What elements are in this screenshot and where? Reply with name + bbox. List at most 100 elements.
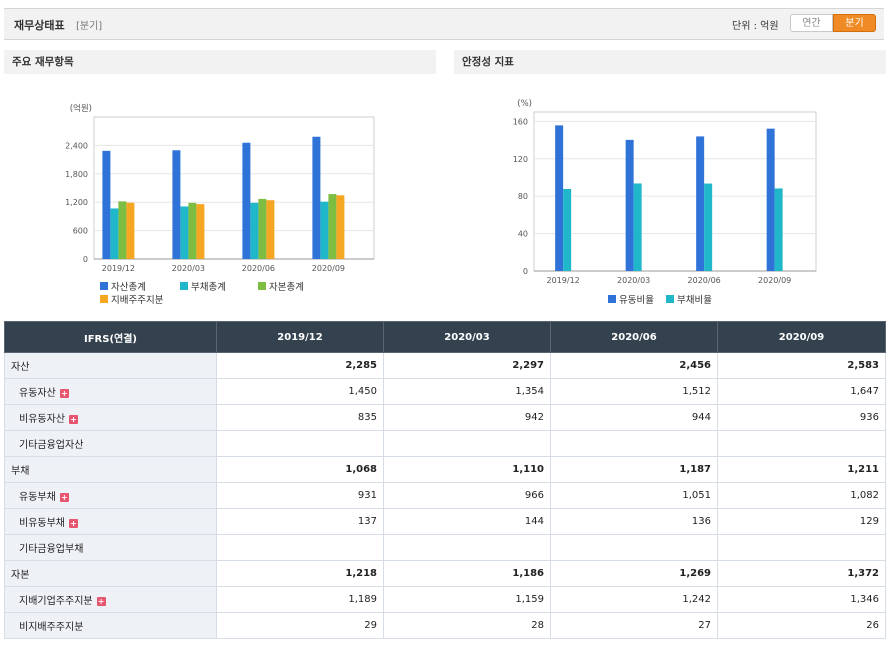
legend-label: 부채비율 — [677, 295, 712, 306]
value-cell — [717, 430, 886, 457]
row-label-cell: 부채 — [4, 456, 217, 483]
bar — [633, 183, 642, 271]
value-cell: 1,269 — [550, 560, 718, 587]
main-items-chart: 0 600 1,200 1,800 2,400 (억원) 2019/12 2020/03 202… — [65, 103, 375, 306]
value-cell: 1,159 — [383, 586, 551, 613]
y-tick-label: 0 — [523, 267, 528, 276]
table-row: 기타금융업부채 — [4, 534, 886, 561]
x-tick-label: 2019/12 — [547, 276, 580, 285]
table-row: 유동자산 +1,450 1,354 1,512 1,647 — [4, 378, 886, 405]
row-label: 자산 — [11, 362, 30, 373]
value-cell: 1,082 — [717, 482, 886, 509]
value-cell — [216, 534, 384, 561]
bar — [766, 128, 775, 271]
expand-plus-icon[interactable]: + — [69, 414, 78, 424]
expand-plus-icon[interactable]: + — [96, 596, 106, 606]
value-cell: 1,218 — [216, 560, 384, 587]
value-cell: 1,211 — [717, 456, 886, 483]
legend-swatch — [180, 282, 188, 290]
row-label: 부채 — [11, 466, 30, 477]
bar — [704, 183, 713, 271]
value-cell: 137 — [216, 508, 384, 535]
y-tick-label: 160 — [513, 117, 528, 126]
value-cell — [383, 534, 551, 561]
table-row: 자산 2,285 2,297 2,456 2,583 — [4, 352, 886, 379]
panel-title-stability: 안정성 지표 — [454, 50, 886, 74]
bar — [320, 201, 329, 259]
bar — [563, 188, 572, 271]
y-axis-unit: (%) — [517, 99, 532, 109]
x-tick-label: 2019/12 — [102, 264, 135, 273]
toggle-annual-button[interactable]: 연간 — [790, 14, 833, 32]
bar — [266, 200, 275, 259]
value-cell: 1,346 — [717, 586, 886, 613]
bar — [126, 202, 135, 259]
y-tick-label: 80 — [518, 192, 528, 201]
table-header-row: IFRS(연결) 2019/12 2020/03 2020/06 2020/09 — [4, 321, 886, 353]
x-tick-label: 2020/03 — [617, 276, 650, 285]
value-cell: 1,354 — [383, 378, 551, 405]
table-row: 부채 1,068 1,110 1,187 1,211 — [4, 456, 886, 483]
value-cell: 1,242 — [550, 586, 718, 613]
value-cell: 835 — [216, 404, 384, 431]
value-cell: 1,187 — [550, 456, 718, 483]
bar — [312, 136, 321, 259]
toggle-quarterly-button[interactable]: 분기 — [833, 14, 876, 32]
y-tick-label: 0 — [83, 255, 88, 264]
y-tick-label: 120 — [513, 155, 528, 164]
legend-swatch — [100, 295, 108, 303]
expand-plus-icon[interactable]: + — [59, 388, 69, 398]
y-tick-label: 1,200 — [65, 198, 88, 207]
legend-label: 부채총계 — [191, 281, 226, 293]
value-cell: 136 — [550, 508, 718, 535]
bar — [625, 139, 634, 271]
row-label-cell: 자본 — [4, 560, 217, 587]
bar — [242, 142, 251, 259]
value-cell: 1,110 — [383, 456, 551, 483]
value-cell — [717, 534, 886, 561]
table-corner-header: IFRS(연결) — [4, 321, 217, 353]
value-cell: 2,285 — [216, 352, 384, 379]
legend-label: 유동비율 — [619, 295, 654, 306]
legend-swatch — [608, 295, 616, 303]
x-tick-label: 2020/06 — [688, 276, 721, 285]
y-tick-label: 40 — [518, 230, 528, 239]
value-cell: 28 — [383, 612, 551, 639]
value-cell: 2,583 — [717, 352, 886, 379]
y-tick-label: 1,800 — [65, 170, 88, 179]
table-row: 자본 1,218 1,186 1,269 1,372 — [4, 560, 886, 587]
value-cell: 944 — [550, 404, 718, 431]
legend-swatch — [258, 282, 266, 290]
bar — [110, 208, 119, 259]
value-cell — [550, 534, 718, 561]
row-label: 기타금융업부채 — [19, 544, 84, 555]
column-header: 2020/09 — [717, 321, 886, 353]
y-tick-label: 2,400 — [65, 141, 88, 150]
legend-label: 자산총계 — [111, 281, 146, 293]
bar — [555, 125, 564, 271]
bar — [196, 204, 205, 259]
value-cell: 942 — [383, 404, 551, 431]
section-header: 재무상태표 [분기] 단위 : 억원 연간 분기 — [4, 8, 884, 40]
value-cell: 936 — [717, 404, 886, 431]
balance-sheet-table: IFRS(연결) 2019/12 2020/03 2020/06 2020/09… — [4, 321, 886, 639]
value-cell: 29 — [216, 612, 384, 639]
value-cell: 1,512 — [550, 378, 718, 405]
unit-label: 단위 : 억원 — [732, 21, 779, 32]
legend-label: 지배주주지분 — [111, 295, 164, 306]
value-cell: 1,372 — [717, 560, 886, 587]
bar — [696, 136, 705, 271]
row-label: 기타금융업자산 — [19, 440, 84, 451]
bar — [250, 202, 259, 259]
legend-label: 자본총계 — [269, 281, 304, 293]
row-label-cell: 유동부채 + — [4, 482, 217, 509]
value-cell: 2,297 — [383, 352, 551, 379]
row-label: 유동부채 — [19, 492, 56, 503]
y-tick-label: 600 — [73, 227, 88, 236]
value-cell: 129 — [717, 508, 886, 535]
expand-plus-icon[interactable]: + — [69, 518, 78, 528]
expand-plus-icon[interactable]: + — [59, 492, 69, 502]
panel-title-main-items: 주요 재무항목 — [4, 50, 436, 74]
value-cell — [550, 430, 718, 457]
table-row: 기타금융업자산 — [4, 430, 886, 457]
